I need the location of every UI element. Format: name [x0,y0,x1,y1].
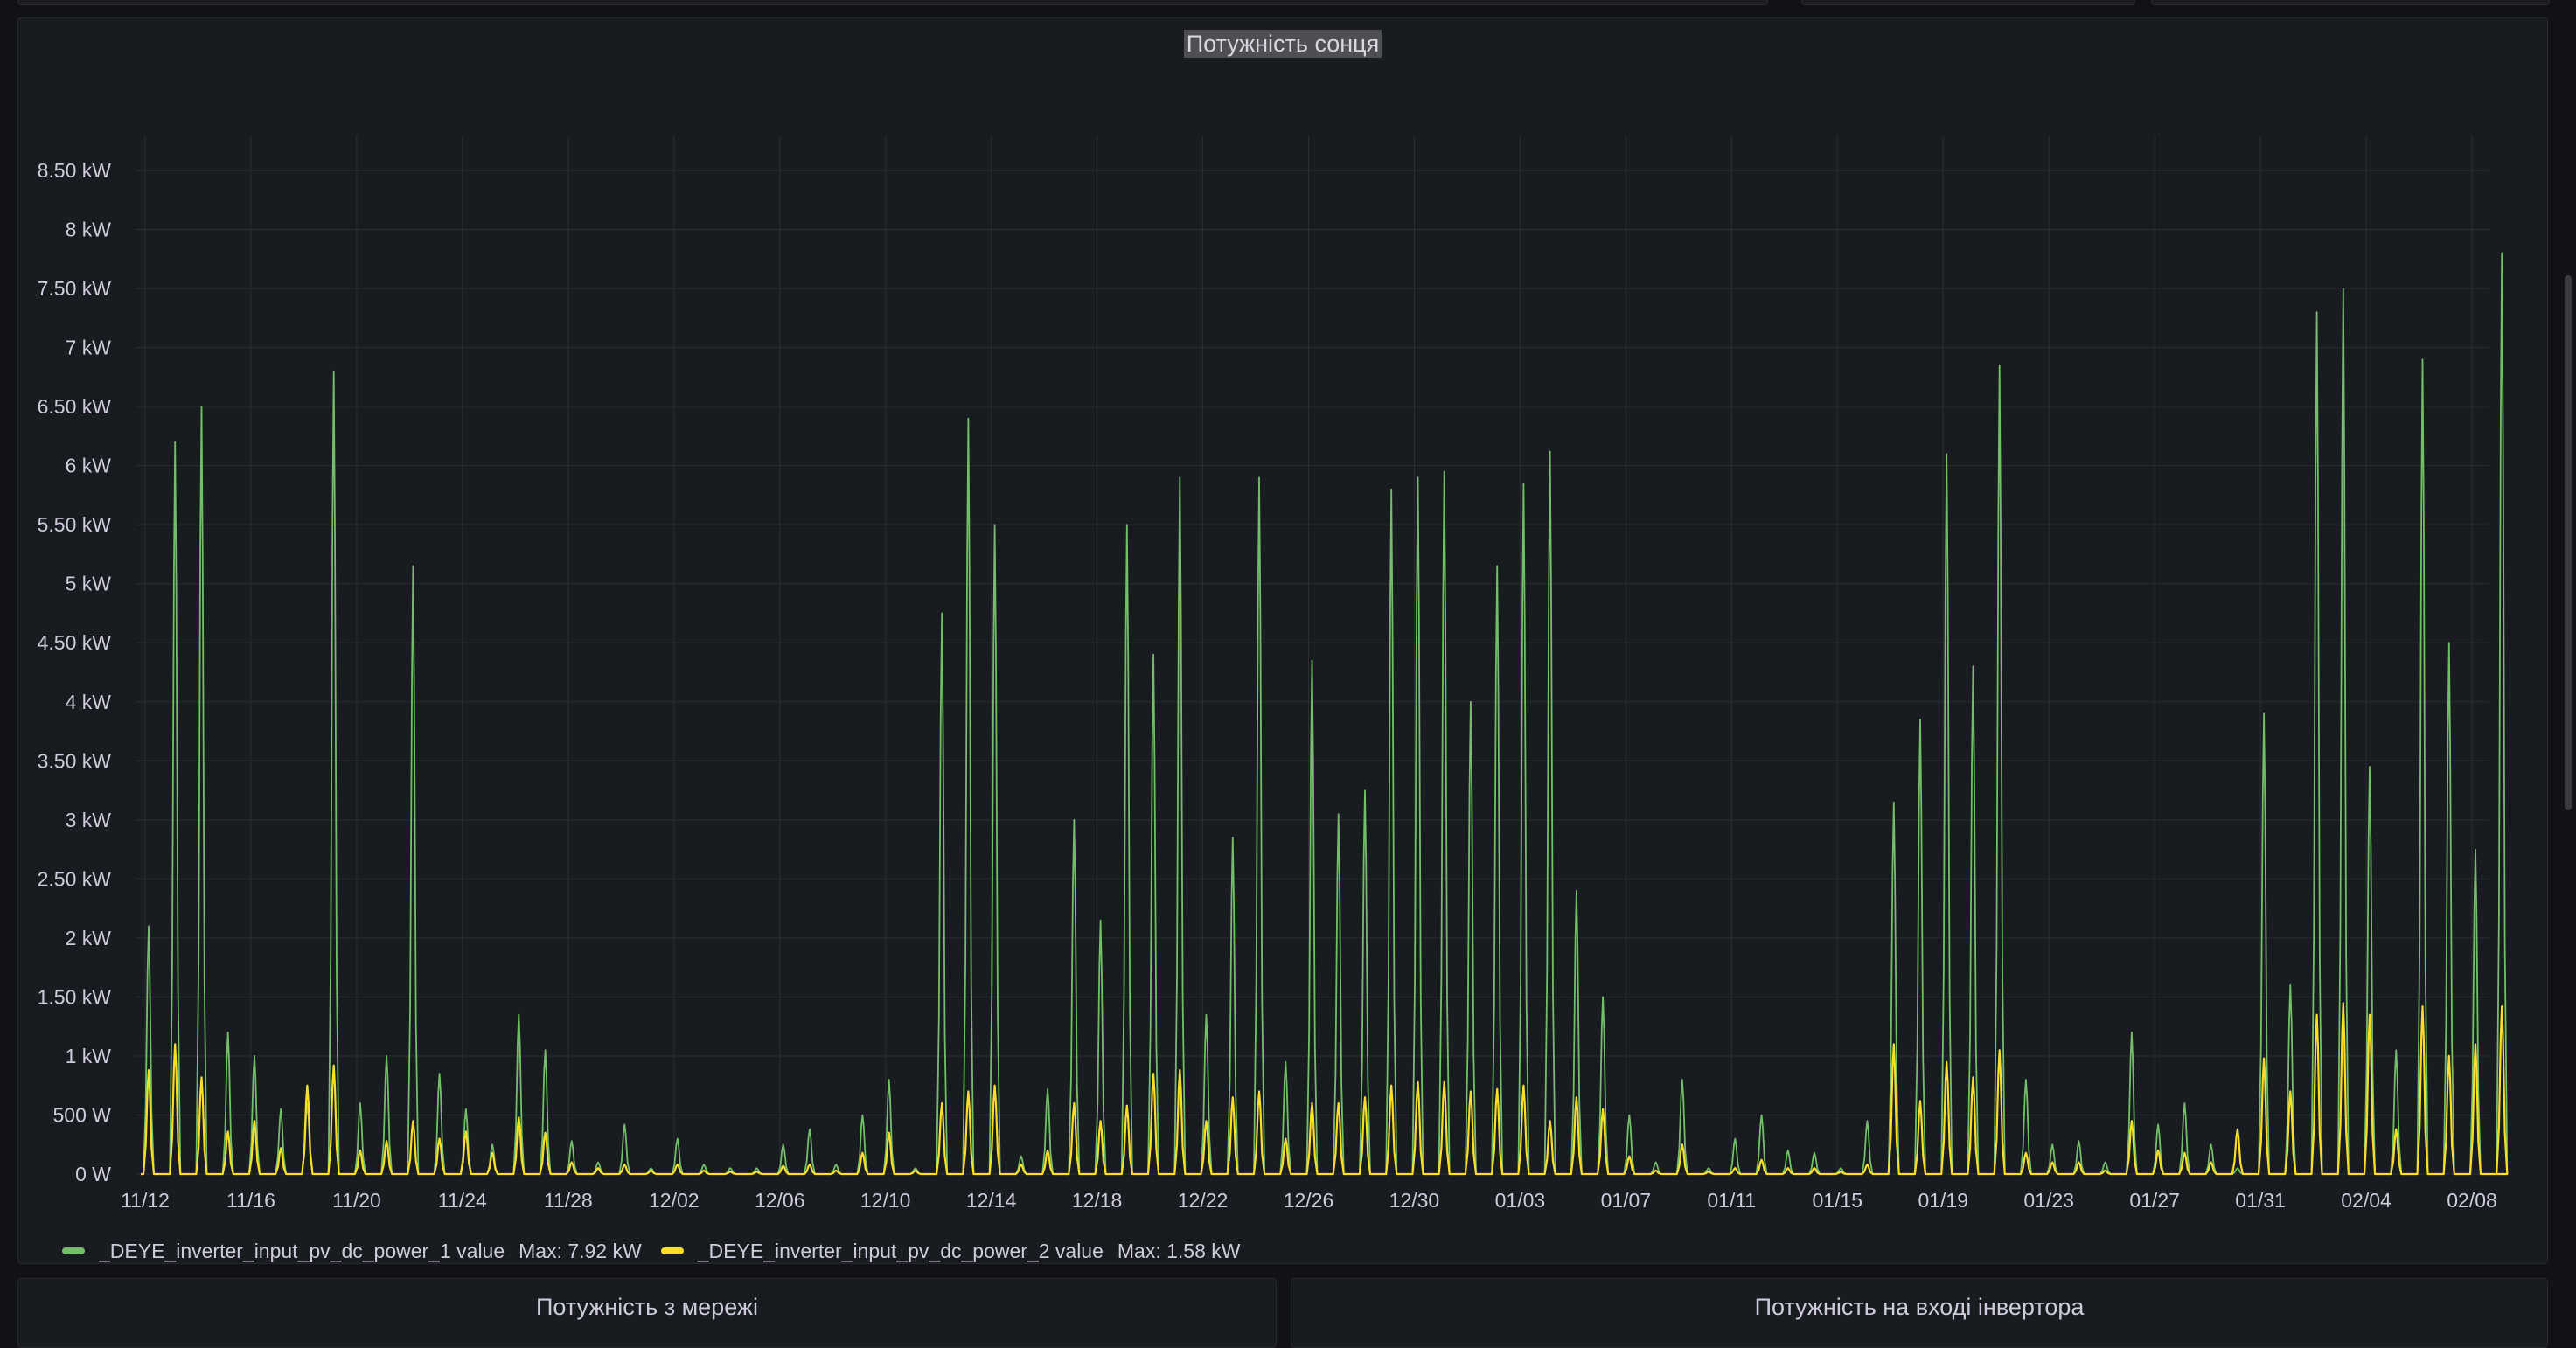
y-tick-label: 4 kW [66,691,112,713]
y-tick-label: 5.50 kW [38,513,112,536]
top-panel-edges [0,0,2576,5]
y-tick-label: 7.50 kW [38,277,112,300]
x-tick-label: 01/19 [1918,1189,1968,1212]
top-panel-edge [17,0,1768,5]
inverter-panel-title[interactable]: Потужність на вході інвертора [1754,1294,2085,1320]
y-tick-label: 1.50 kW [38,985,112,1008]
chart-legend: _DEYE_inverter_input_pv_dc_power_1 value… [62,1238,1260,1264]
y-tick-label: 0 W [75,1163,111,1185]
x-axis-ticks: 11/12 11/16 11/20 11/24 11/28 12/02 12/06 12/10… [121,1189,2497,1212]
grid-panel-title[interactable]: Потужність з мережі [536,1294,758,1320]
x-tick-label: 11/24 [438,1189,487,1212]
x-tick-label: 01/31 [2235,1189,2286,1212]
legend-label-pv1: _DEYE_inverter_input_pv_dc_power_1 value [99,1239,505,1262]
y-tick-label: 500 W [53,1103,112,1126]
legend-max-pv1: Max: 7.92 kW [519,1239,642,1262]
y-tick-label: 8.50 kW [38,159,112,182]
x-tick-label: 01/15 [1812,1189,1862,1212]
panel-title[interactable]: Потужність сонця [18,30,2547,58]
solar-power-panel[interactable]: Потужність сонця 0 W 500 W 1 kW 1.50 kW 2 kW… [17,17,2548,1264]
x-tick-label: 01/03 [1495,1189,1546,1212]
solar-power-chart[interactable]: 0 W 500 W 1 kW 1.50 kW 2 kW 2.50 kW 3 kW 3.50 k… [18,18,2549,1265]
series-line-pv1 [141,252,2509,1175]
y-tick-label: 5 kW [66,573,112,595]
x-tick-label: 12/26 [1284,1189,1334,1212]
x-tick-label: 12/10 [860,1189,911,1212]
legend-item-pv2[interactable]: _DEYE_inverter_input_pv_dc_power_2 value… [660,1239,1241,1263]
x-tick-label: 12/22 [1178,1189,1229,1212]
panel-title-text[interactable]: Потужність сонця [1183,30,1382,58]
y-tick-label: 7 kW [66,337,112,359]
x-tick-label: 11/12 [121,1189,170,1212]
y-tick-label: 2 kW [66,927,112,949]
x-tick-label: 11/20 [332,1189,381,1212]
y-tick-label: 6 kW [66,455,112,477]
inverter-input-panel[interactable]: Потужність на вході інвертора [1291,1278,2548,1348]
legend-item-pv1[interactable]: _DEYE_inverter_input_pv_dc_power_1 value… [62,1240,642,1263]
y-tick-label: 2.50 kW [38,867,112,890]
legend-swatch-pv2 [660,1247,684,1254]
top-panel-edge [2151,0,2550,5]
x-tick-label: 11/28 [544,1189,593,1212]
y-tick-label: 3.50 kW [38,749,112,772]
x-tick-label: 12/30 [1389,1189,1440,1212]
legend-label-pv2: _DEYE_inverter_input_pv_dc_power_2 value [697,1239,1104,1262]
y-tick-label: 1 kW [66,1045,112,1067]
grid-power-panel[interactable]: Потужність з мережі [17,1278,1277,1348]
x-tick-label: 01/07 [1601,1189,1652,1212]
page-scrollbar[interactable] [2565,275,2572,810]
legend-max-pv2: Max: 1.58 kW [1117,1239,1241,1262]
chart-grid [136,135,2489,1175]
x-tick-label: 11/16 [226,1189,275,1212]
x-tick-label: 12/02 [649,1189,700,1212]
y-axis-ticks: 0 W 500 W 1 kW 1.50 kW 2 kW 2.50 kW 3 kW 3.50 k… [38,159,112,1185]
top-panel-edge [1801,0,2135,5]
y-tick-label: 4.50 kW [38,631,112,654]
x-tick-label: 02/08 [2447,1189,2497,1212]
y-tick-label: 6.50 kW [38,395,112,418]
x-tick-label: 01/27 [2129,1189,2180,1212]
legend-swatch-pv1 [62,1247,85,1254]
y-tick-label: 3 kW [66,809,112,831]
x-tick-label: 12/18 [1072,1189,1123,1212]
x-tick-label: 12/14 [966,1189,1017,1212]
x-tick-label: 12/06 [755,1189,805,1212]
x-tick-label: 01/23 [2023,1189,2074,1212]
series-line-pv2 [141,1002,2509,1176]
x-tick-label: 02/04 [2341,1189,2392,1212]
y-tick-label: 8 kW [66,219,112,241]
x-tick-label: 01/11 [1707,1189,1756,1212]
